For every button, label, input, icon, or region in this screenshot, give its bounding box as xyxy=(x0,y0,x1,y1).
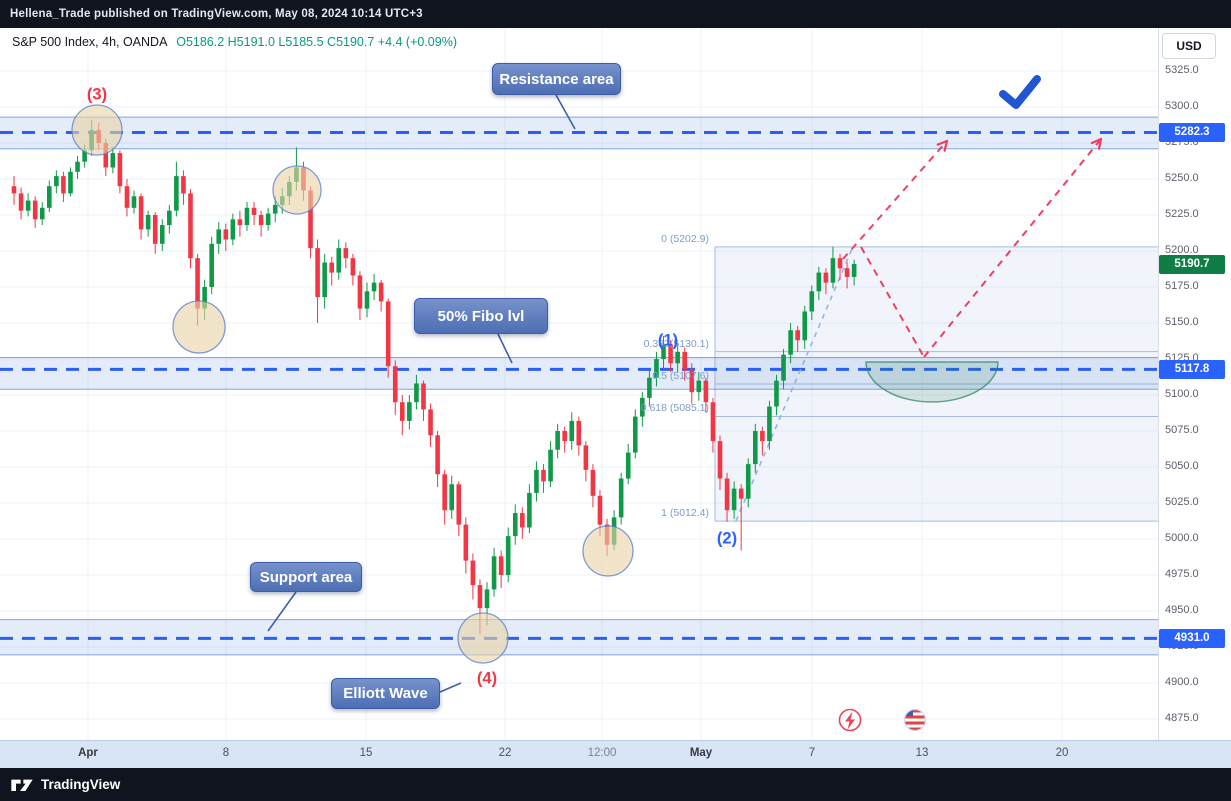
price-tag: 5282.3 xyxy=(1159,122,1225,142)
price-tick: 4900.0 xyxy=(1165,676,1199,688)
time-tick: 12:00 xyxy=(587,747,617,759)
price-tick: 5075.0 xyxy=(1165,424,1199,436)
price-tick: 4950.0 xyxy=(1165,604,1199,616)
price-tick: 5025.0 xyxy=(1165,496,1199,508)
time-axis[interactable] xyxy=(0,740,1231,769)
time-tick: 7 xyxy=(808,747,816,759)
tradingview-logo-icon xyxy=(11,779,33,791)
attribution-text: Hellena_Trade published on TradingView.c… xyxy=(10,8,423,20)
time-tick: May xyxy=(689,747,713,759)
price-tick: 5300.0 xyxy=(1165,100,1199,112)
price-tick: 5225.0 xyxy=(1165,208,1199,220)
currency-toggle-button[interactable]: USD xyxy=(1162,33,1216,59)
price-tick: 5250.0 xyxy=(1165,172,1199,184)
time-tick: 13 xyxy=(915,747,929,759)
chart-canvas[interactable] xyxy=(0,0,1158,740)
time-tick: Apr xyxy=(78,747,98,759)
price-tick: 5150.0 xyxy=(1165,316,1199,328)
price-tick: 5175.0 xyxy=(1165,280,1199,292)
symbol-title: S&P 500 Index, 4h, OANDA xyxy=(12,35,167,49)
price-tick: 4975.0 xyxy=(1165,568,1199,580)
wave-label[interactable]: (1) xyxy=(657,331,679,350)
economic-event-icon[interactable] xyxy=(838,708,862,732)
fibo-level-callout[interactable]: 50% Fibo lvl xyxy=(414,298,548,334)
price-tick: 5000.0 xyxy=(1165,532,1199,544)
resistance-area-callout[interactable]: Resistance area xyxy=(492,63,621,95)
price-axis[interactable] xyxy=(1158,28,1231,740)
fib-level-label: 0 (5202.9) xyxy=(661,232,709,245)
footer-bar: TradingView xyxy=(0,768,1231,801)
price-tag: 5117.8 xyxy=(1159,359,1225,379)
time-tick: 20 xyxy=(1055,747,1069,759)
fib-level-label: 1 (5012.4) xyxy=(661,507,709,520)
attribution-bar: Hellena_Trade published on TradingView.c… xyxy=(0,0,1231,28)
price-tick: 4875.0 xyxy=(1165,712,1199,724)
price-tick: 5200.0 xyxy=(1165,244,1199,256)
support-area-callout[interactable]: Support area xyxy=(250,562,362,592)
symbol-info: S&P 500 Index, 4h, OANDA O5186.2 H5191.0… xyxy=(12,35,457,49)
price-tag: 4931.0 xyxy=(1159,628,1225,648)
time-tick: 22 xyxy=(498,747,512,759)
price-tick: 5100.0 xyxy=(1165,388,1199,400)
ohlc-values: O5186.2 H5191.0 L5185.5 C5190.7 +4.4 (+0… xyxy=(176,35,457,49)
price-tick: 5050.0 xyxy=(1165,460,1199,472)
wave-label[interactable]: (3) xyxy=(86,85,108,104)
fib-level-label: 0.5 (5107.6) xyxy=(652,370,709,383)
wave-label[interactable]: (2) xyxy=(716,529,738,548)
brand-name[interactable]: TradingView xyxy=(41,777,121,792)
price-tick: 5325.0 xyxy=(1165,64,1199,76)
price-tag: 5190.7 xyxy=(1159,254,1225,274)
time-tick: 15 xyxy=(359,747,373,759)
fib-level-label: 0.618 (5085.1) xyxy=(640,402,709,415)
us-flag-icon[interactable] xyxy=(903,708,927,732)
fib-level-label: 0.382(5130.1) xyxy=(643,337,709,350)
wave-label[interactable]: (4) xyxy=(476,669,498,688)
elliott-wave-callout[interactable]: Elliott Wave xyxy=(331,678,440,709)
time-tick: 8 xyxy=(222,747,230,759)
